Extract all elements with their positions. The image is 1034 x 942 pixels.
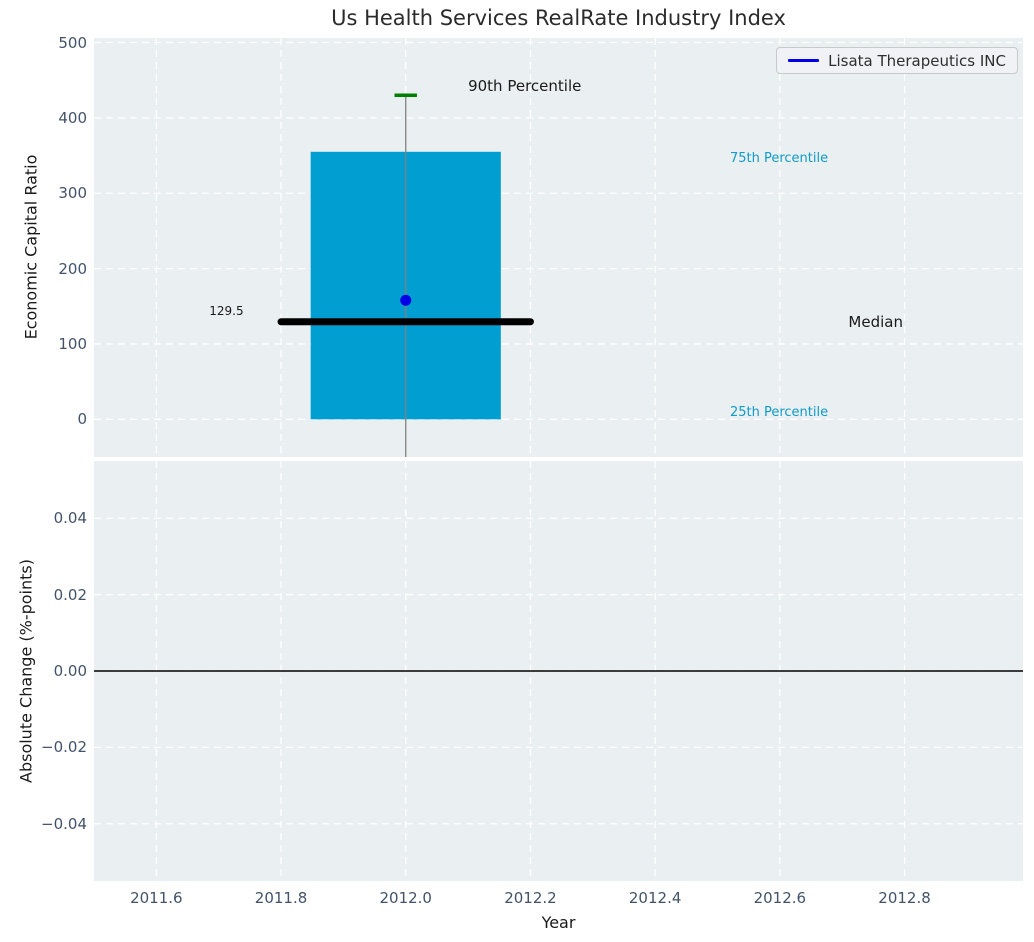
chart-title: Us Health Services RealRate Industry Ind…: [331, 6, 786, 30]
y-axis-label-economic-capital-ratio: Economic Capital Ratio: [21, 154, 41, 340]
x-tick-label: 2012.0: [379, 889, 432, 907]
x-tick-label: 2012.2: [504, 889, 557, 907]
axes-top-box-plot: 90th Percentile 75th Percentile Median 25th…: [94, 38, 1023, 457]
y-tick-label: 100: [58, 334, 87, 353]
company-dot: [400, 294, 412, 306]
x-tick-label: 2012.4: [628, 889, 682, 907]
y-tick-label: 500: [58, 33, 87, 52]
y-tick-label: 400: [58, 108, 87, 127]
annotation-median: Median: [848, 313, 903, 332]
box-plot-canvas: [94, 38, 1023, 457]
y-tick-label: −0.04: [41, 814, 87, 833]
x-tick-label: 2011.6: [130, 889, 183, 907]
annotation-90th-percentile: 90th Percentile: [468, 77, 582, 96]
y-tick-label: 0.02: [53, 585, 87, 604]
y-tick-label: −0.02: [41, 738, 87, 757]
annotation-75th-percentile: 75th Percentile: [729, 150, 829, 166]
annotation-25th-percentile: 25th Percentile: [729, 405, 829, 421]
axes-bottom-absolute-change: [94, 461, 1023, 881]
x-axis-label-year: Year: [541, 913, 576, 932]
x-tick-label: 2012.8: [878, 889, 931, 907]
y-tick-label: 0: [77, 410, 87, 429]
legend-label: Lisata Therapeutics INC: [828, 51, 1006, 70]
absolute-change-canvas: [94, 461, 1023, 881]
y-tick-label: 0.00: [53, 662, 87, 680]
x-tick-label: 2011.8: [254, 889, 308, 907]
annotation-129-5: 129.5: [209, 303, 244, 318]
legend: Lisata Therapeutics INC: [776, 47, 1018, 74]
y-tick-label: 200: [58, 259, 87, 278]
y-tick-label: 300: [58, 184, 87, 203]
x-tick-label: 2012.6: [753, 889, 807, 907]
legend-line-sample: [788, 59, 820, 62]
y-tick-label: 0.04: [53, 509, 87, 528]
